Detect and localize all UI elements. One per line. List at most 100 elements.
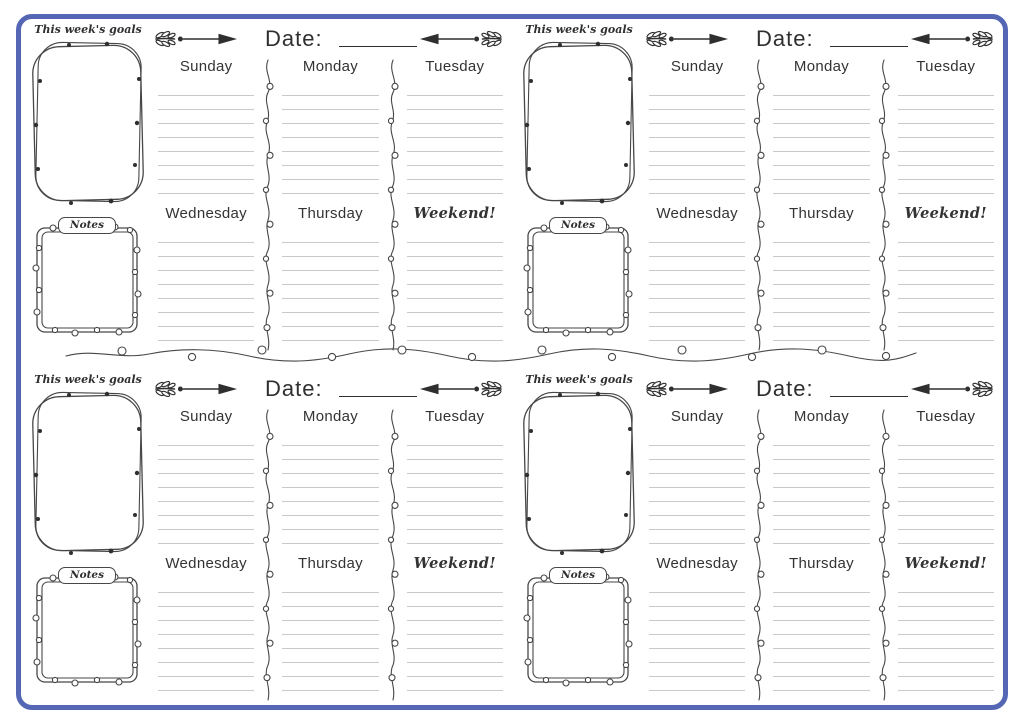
quadrant-main: Date: Sunday [149,22,508,352]
date-label: Date: [756,26,814,51]
date-fill-line [338,382,417,397]
ruled-lines [158,229,255,342]
quadrant-sidebar: This week's goals Not [518,22,640,352]
ruled-lines [773,579,870,692]
day-label-monday: Monday [793,58,850,75]
ruled-lines [649,579,746,692]
day-label-sunday: Sunday [670,58,724,75]
day-label-wednesday: Wednesday [656,205,738,222]
arrow-right-icon [155,380,238,398]
day-column: Monday Thursday [277,56,383,352]
ruled-lines [158,82,255,195]
ruled-lines [897,82,994,195]
day-column: Sunday Wednesday [644,406,750,702]
notes-box: Notes [522,217,634,338]
date-label: Date: [265,26,323,51]
day-label-thursday: Thursday [789,205,854,222]
day-column: Monday Thursday [768,56,874,352]
day-label-tuesday: Tuesday [916,408,976,425]
ruled-lines [406,82,503,195]
date-label: Date: [265,376,323,401]
planner-quadrant: This week's goals Not [518,372,999,702]
column-divider-icon [875,56,893,352]
ruled-lines [406,432,503,545]
day-label-thursday: Thursday [298,205,363,222]
notes-label: Notes [549,217,607,234]
week-grid: Sunday Wednesday [644,406,999,702]
day-label-tuesday: Tuesday [425,408,485,425]
notes-frame-icon [523,223,633,337]
day-column: Tuesday Weekend! [893,406,999,702]
planner-grid: This week's goals Not [27,22,999,702]
quadrant-sidebar: This week's goals Not [518,372,640,702]
day-column: Sunday Wednesday [644,56,750,352]
day-label-tuesday: Tuesday [916,58,976,75]
ruled-lines [773,82,870,195]
notes-box: Notes [522,567,634,688]
day-label-wednesday: Wednesday [165,205,247,222]
ruled-lines [158,432,255,545]
day-label-tuesday: Tuesday [425,58,485,75]
arrow-right-icon [155,30,238,48]
ruled-lines [897,579,994,692]
ruled-lines [897,432,994,545]
column-divider-icon [750,406,768,702]
ruled-lines [773,229,870,342]
notes-label: Notes [549,567,607,584]
notes-box: Notes [31,217,143,338]
day-label-thursday: Thursday [789,555,854,572]
quadrant-sidebar: This week's goals Not [27,22,149,352]
notes-frame-icon [32,573,142,687]
column-divider-icon [750,56,768,352]
day-label-weekend: Weekend! [413,555,496,572]
column-divider-icon [875,406,893,702]
date-header-row: Date: [153,372,508,406]
ruled-lines [649,82,746,195]
ruled-lines [282,82,379,195]
column-divider-icon [259,406,277,702]
week-grid: Sunday Wednesday [644,56,999,352]
section-divider-icon [65,345,917,362]
day-label-weekend: Weekend! [904,555,987,572]
ruled-lines [406,229,503,342]
ruled-lines [282,432,379,545]
goals-frame-icon [518,37,640,209]
ruled-lines [897,229,994,342]
goals-frame-icon [27,387,149,559]
day-label-wednesday: Wednesday [656,555,738,572]
date-header-row: Date: [153,22,508,56]
column-divider-icon [384,56,402,352]
ruled-lines [158,579,255,692]
goals-frame-icon [518,387,640,559]
day-label-weekend: Weekend! [904,205,987,222]
arrow-left-icon [419,380,502,398]
goals-title: This week's goals [525,23,633,36]
planner-quadrant: This week's goals Not [518,22,999,352]
day-label-monday: Monday [302,408,359,425]
quadrant-main: Date: Sunday [640,372,999,702]
week-grid: Sunday Wednesday [153,406,508,702]
day-label-monday: Monday [302,58,359,75]
date-fill-line [338,32,417,47]
day-column: Sunday Wednesday [153,56,259,352]
column-divider-icon [259,56,277,352]
day-column: Tuesday Weekend! [402,406,508,702]
ruled-lines [282,579,379,692]
column-divider-icon [384,406,402,702]
day-column: Monday Thursday [768,406,874,702]
notes-frame-icon [523,573,633,687]
goals-title: This week's goals [525,373,633,386]
day-column: Monday Thursday [277,406,383,702]
planner-quadrant: This week's goals Not [27,22,508,352]
goals-title: This week's goals [34,373,142,386]
notes-label: Notes [58,567,116,584]
day-column: Tuesday Weekend! [402,56,508,352]
ruled-lines [649,432,746,545]
arrow-left-icon [419,30,502,48]
ruled-lines [773,432,870,545]
quadrant-main: Date: Sunday [640,22,999,352]
ruled-lines [649,229,746,342]
arrow-left-icon [910,380,993,398]
week-grid: Sunday Wednesday [153,56,508,352]
date-header-row: Date: [644,22,999,56]
